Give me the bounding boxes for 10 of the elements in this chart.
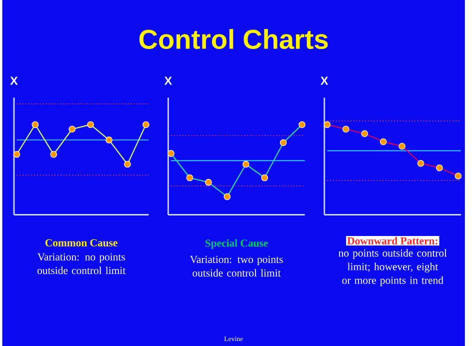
y-axis-title: X xyxy=(320,76,328,85)
text: Variation: no points outside control limit xyxy=(37,253,126,274)
text: Control Charts xyxy=(139,28,328,49)
text: no points outside control limit; however, eight or more points in trend xyxy=(338,248,447,286)
y-axis-title: X xyxy=(10,76,18,85)
text: Special Cause xyxy=(205,239,268,249)
y-axis-title: X xyxy=(164,76,172,85)
text: Variation: two points outside control limit xyxy=(190,256,283,276)
text: Common Cause xyxy=(45,239,118,246)
text: Downward Pattern: xyxy=(347,236,438,244)
